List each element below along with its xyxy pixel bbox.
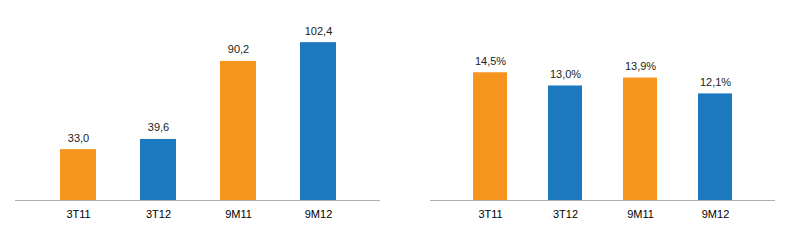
svg-text:13,9%: 13,9% (625, 60, 656, 72)
svg-text:39,6: 39,6 (148, 121, 169, 133)
svg-text:9M11: 9M11 (627, 208, 654, 220)
svg-text:9M11: 9M11 (225, 208, 252, 220)
svg-text:9M12: 9M12 (702, 208, 730, 220)
svg-text:9M12: 9M12 (305, 208, 333, 220)
svg-text:14,5%: 14,5% (475, 55, 506, 67)
svg-text:3T12: 3T12 (553, 208, 578, 220)
svg-text:90,2: 90,2 (228, 43, 249, 55)
svg-text:3T11: 3T11 (478, 208, 502, 220)
svg-text:12,1%: 12,1% (700, 76, 731, 88)
svg-text:3T12: 3T12 (146, 208, 171, 220)
svg-text:3T11: 3T11 (66, 208, 90, 220)
svg-text:102,4: 102,4 (305, 25, 333, 37)
svg-text:13,0%: 13,0% (550, 68, 581, 80)
svg-text:33,0: 33,0 (68, 132, 89, 144)
